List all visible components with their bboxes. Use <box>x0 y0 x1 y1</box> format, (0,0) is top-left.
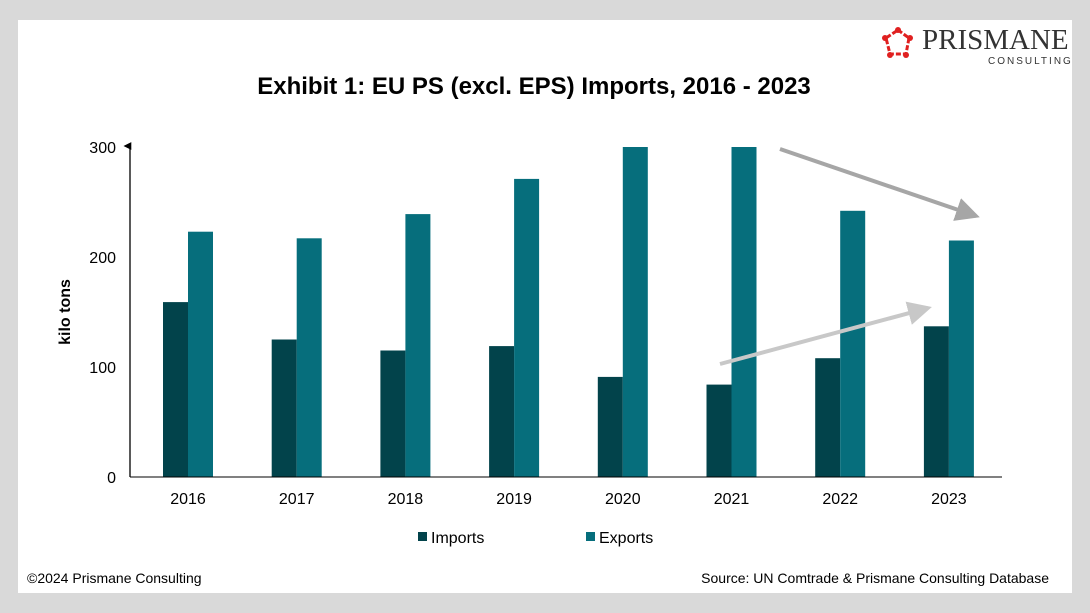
bar-imports-2018 <box>380 350 406 477</box>
y-tick-label: 100 <box>89 360 116 377</box>
legend-label-imports: Imports <box>431 530 484 547</box>
x-tick-label: 2020 <box>605 491 641 508</box>
x-tick-label: 2018 <box>388 491 424 508</box>
legend-label-exports: Exports <box>599 530 653 547</box>
bar-exports-2016 <box>188 231 213 477</box>
y-axis-label: kilo tons <box>57 279 74 345</box>
bar-exports-2018 <box>405 214 431 477</box>
bar-imports-2022 <box>815 358 841 477</box>
trend-arrow-down <box>779 147 980 221</box>
bar-exports-2019 <box>514 178 540 477</box>
chart-title: Exhibit 1: EU PS (excl. EPS) Imports, 20… <box>257 73 811 100</box>
bar-exports-2017 <box>296 238 322 477</box>
bar-exports-2023 <box>948 240 974 477</box>
bar-imports-2019 <box>489 346 515 477</box>
y-tick-label: 300 <box>89 140 116 157</box>
bar-exports-2020 <box>622 147 648 477</box>
bar-imports-2021 <box>706 384 732 477</box>
x-tick-label: 2016 <box>170 491 206 508</box>
y-tick-label: 200 <box>89 250 116 267</box>
bar-imports-2017 <box>271 339 297 477</box>
trend-arrow-up <box>719 301 932 366</box>
bar-exports-2022 <box>840 210 866 478</box>
copyright: ©2024 Prismane Consulting <box>27 570 202 586</box>
x-tick-label: 2017 <box>279 491 315 508</box>
legend-swatch-exports <box>586 532 595 541</box>
x-tick-label: 2019 <box>496 491 532 508</box>
bar-imports-2023 <box>923 326 949 477</box>
bar-imports-2020 <box>597 376 623 477</box>
bar-exports-2021 <box>731 147 757 477</box>
x-tick-label: 2022 <box>822 491 858 508</box>
logo-sub: CONSULTING <box>988 56 1073 67</box>
source: Source: UN Comtrade & Prismane Consultin… <box>701 570 1049 586</box>
prismane-logo: PRISMANE CONSULTING <box>878 24 1071 68</box>
legend-swatch-imports <box>418 532 427 541</box>
logo-name: PRISMANE <box>922 24 1069 56</box>
x-tick-label: 2023 <box>931 491 967 508</box>
x-tick-label: 2021 <box>714 491 750 508</box>
y-tick-label: 0 <box>107 470 116 487</box>
bar-imports-2016 <box>163 302 188 477</box>
star-logo-icon <box>882 27 913 58</box>
